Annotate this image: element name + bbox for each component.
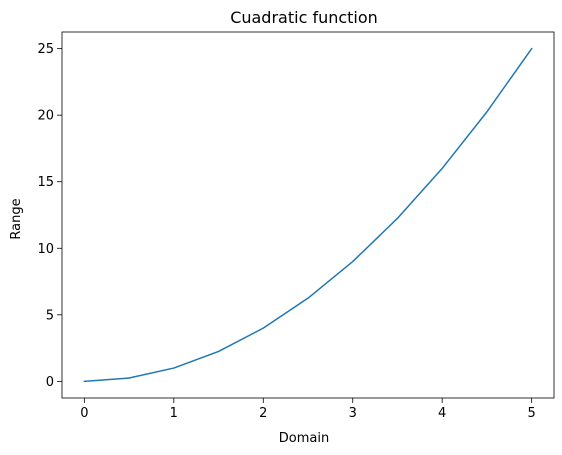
y-tick-label: 25 [37, 42, 54, 57]
x-tick-label: 1 [170, 406, 178, 421]
x-tick-label: 2 [259, 406, 267, 421]
y-axis-label: Range [9, 198, 24, 239]
x-tick-label: 3 [349, 406, 357, 421]
x-tick-label: 0 [80, 406, 88, 421]
series-line [83, 47, 533, 383]
y-tick-label: 15 [37, 175, 54, 190]
series-layer [83, 47, 533, 383]
x-axis-ticks: 0 1 2 3 4 5 [80, 398, 536, 421]
plot-frame [61, 31, 555, 399]
chart-title: Cuadratic function [230, 8, 378, 27]
y-tick-label: 0 [46, 375, 54, 390]
x-tick-label: 4 [438, 406, 446, 421]
plot-border [61, 31, 555, 399]
x-axis-label: Domain [279, 431, 329, 446]
x-tick-label: 5 [527, 406, 535, 421]
y-tick-label: 10 [37, 242, 54, 257]
y-axis-ticks: 0 5 10 15 20 25 [37, 42, 62, 390]
y-tick-label: 20 [37, 109, 54, 124]
y-tick-label: 5 [46, 308, 54, 323]
